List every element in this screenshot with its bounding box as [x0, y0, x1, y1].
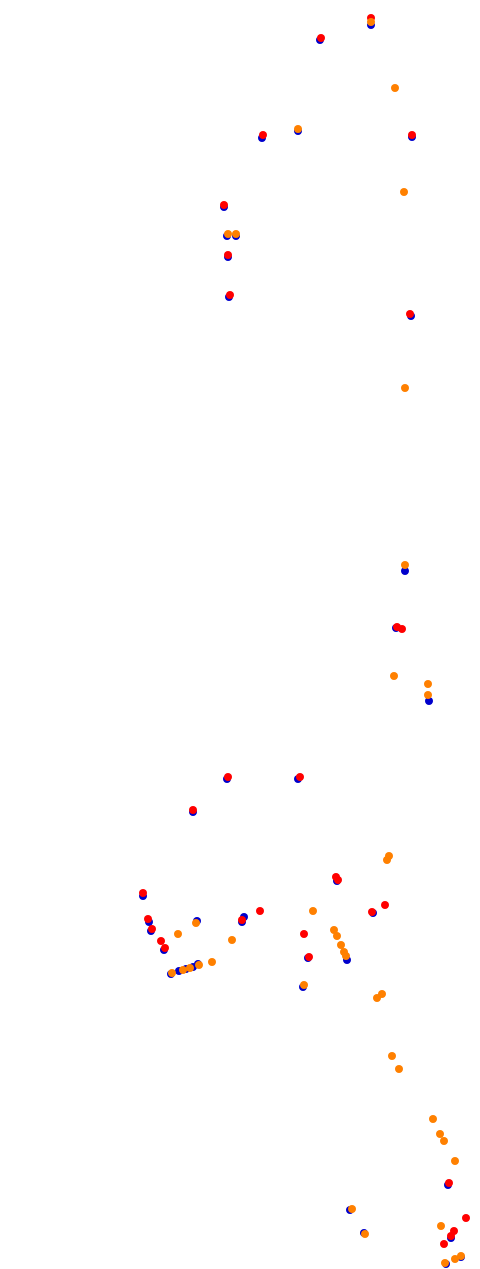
point	[144, 915, 152, 923]
point	[388, 1052, 396, 1060]
point	[447, 1232, 455, 1240]
point	[441, 1259, 449, 1267]
point	[220, 201, 228, 209]
point	[401, 567, 409, 575]
point	[300, 981, 308, 989]
point	[157, 937, 165, 945]
point	[305, 953, 313, 961]
point	[342, 952, 350, 960]
point	[168, 969, 176, 977]
point	[333, 932, 341, 940]
point	[385, 852, 393, 860]
point	[391, 84, 399, 92]
point	[367, 18, 375, 26]
point	[224, 251, 232, 259]
point	[232, 230, 240, 238]
point	[436, 1130, 444, 1138]
point	[238, 916, 246, 924]
point	[395, 1065, 403, 1073]
point	[317, 34, 325, 42]
point	[451, 1157, 459, 1165]
point	[224, 230, 232, 238]
point	[462, 1214, 470, 1222]
point	[408, 131, 416, 139]
point	[294, 125, 302, 133]
point	[337, 941, 345, 949]
point	[174, 930, 182, 938]
point	[192, 919, 200, 927]
point	[330, 926, 338, 934]
point	[406, 310, 414, 318]
point	[348, 1205, 356, 1213]
point	[368, 908, 376, 916]
point	[259, 131, 267, 139]
point	[401, 384, 409, 392]
point	[186, 964, 194, 972]
point	[390, 672, 398, 680]
point	[400, 188, 408, 196]
point	[424, 691, 432, 699]
point	[437, 1222, 445, 1230]
point	[161, 944, 169, 952]
point	[334, 876, 342, 884]
point	[440, 1240, 448, 1248]
point	[148, 925, 156, 933]
point	[381, 901, 389, 909]
point	[445, 1179, 453, 1187]
point	[300, 930, 308, 938]
point	[208, 958, 216, 966]
point	[179, 966, 187, 974]
point	[256, 907, 264, 915]
point	[429, 1115, 437, 1123]
point	[309, 907, 317, 915]
point	[228, 936, 236, 944]
point	[424, 680, 432, 688]
point	[296, 773, 304, 781]
point	[224, 773, 232, 781]
point	[457, 1252, 465, 1260]
point	[451, 1255, 459, 1263]
point	[226, 291, 234, 299]
point	[398, 625, 406, 633]
point	[373, 994, 381, 1002]
point	[139, 889, 147, 897]
point	[361, 1230, 369, 1238]
point	[189, 806, 197, 814]
point	[440, 1137, 448, 1145]
point	[401, 561, 409, 569]
point	[425, 697, 433, 705]
point	[195, 961, 203, 969]
